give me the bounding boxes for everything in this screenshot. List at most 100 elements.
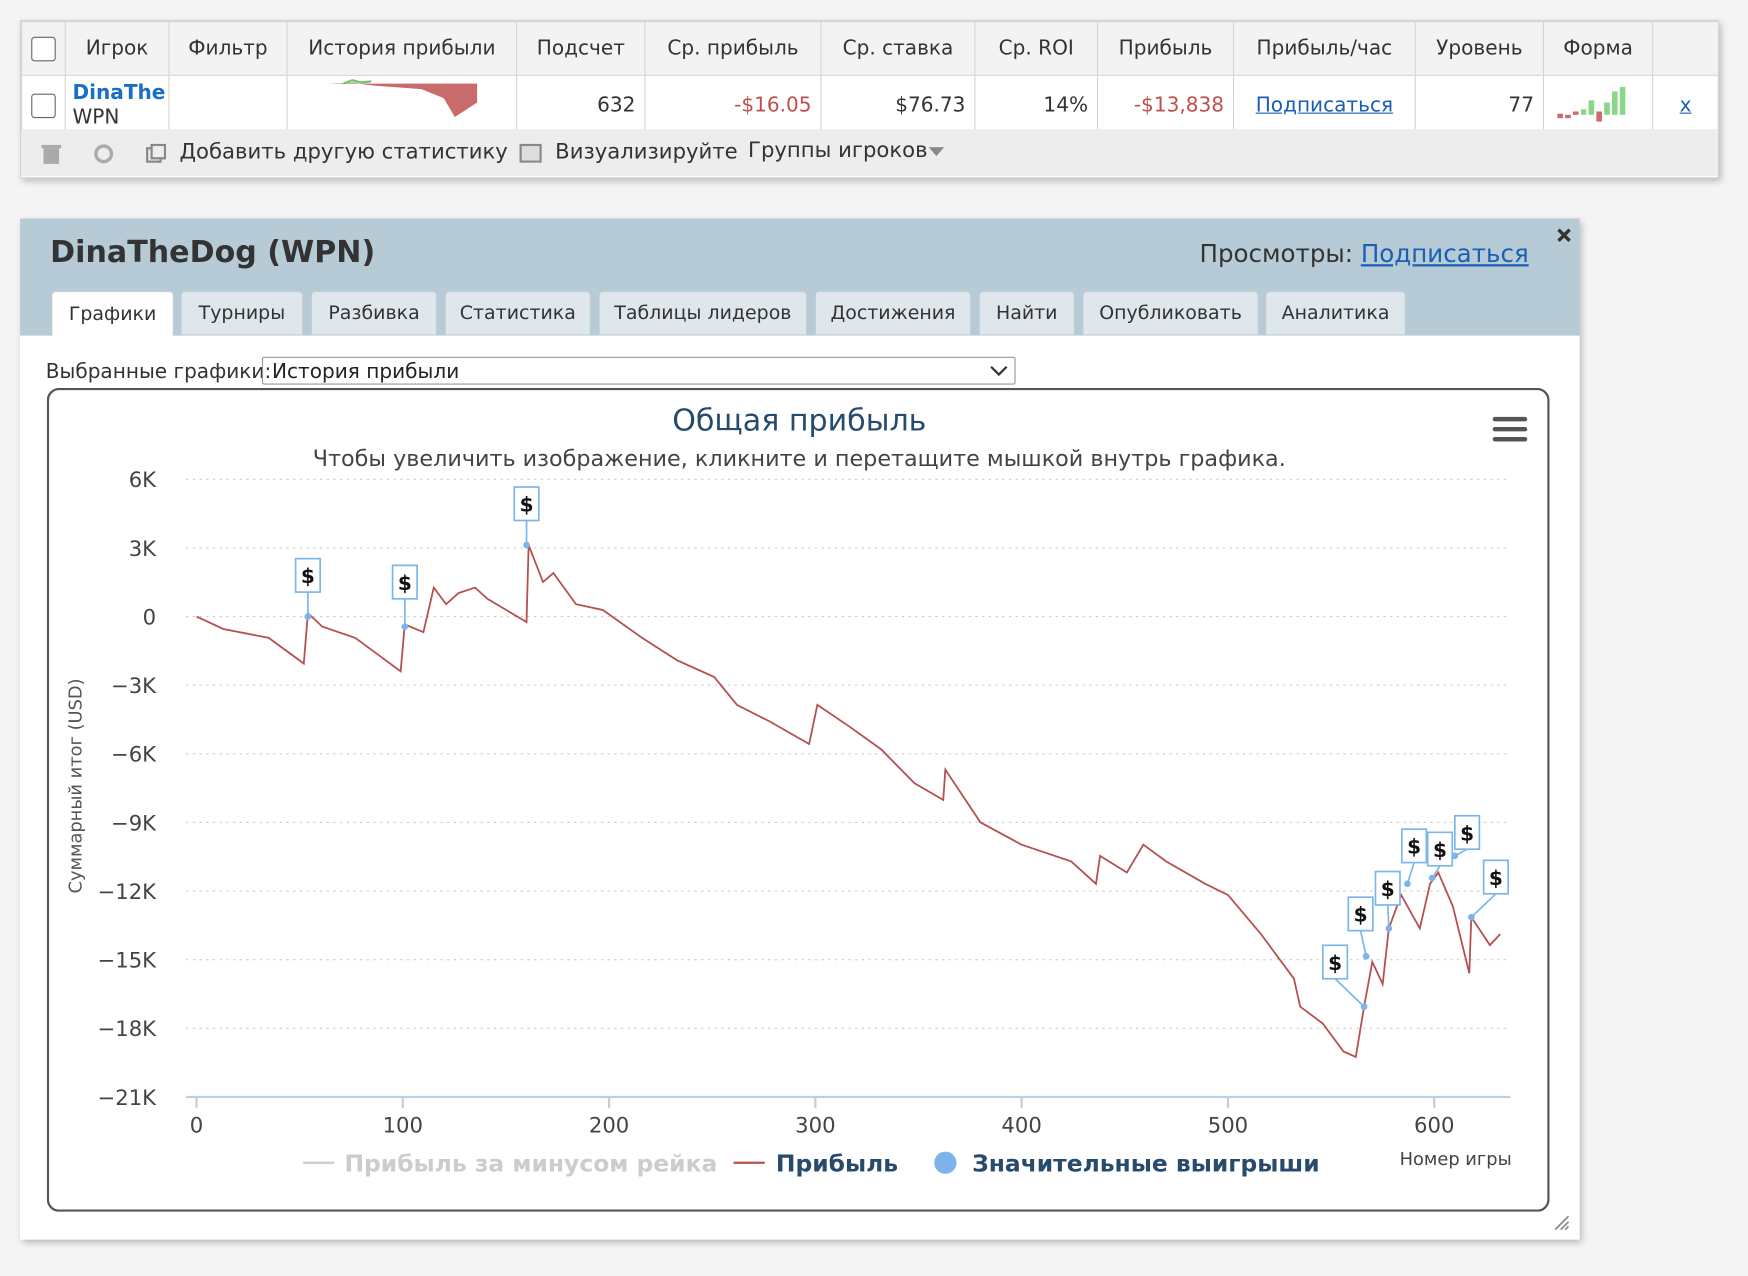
flag-box — [513, 486, 540, 522]
tab[interactable]: Аналитика — [1265, 290, 1406, 335]
visualize-icon[interactable] — [519, 143, 542, 163]
legend-label: Прибыль — [776, 1150, 898, 1178]
flag-label: $ — [1328, 951, 1342, 975]
form-bar — [1572, 111, 1579, 115]
selected-label: Выбранные графики: — [45, 360, 272, 384]
y-tick-label: 3K — [129, 536, 157, 561]
sparkline-area — [327, 82, 478, 118]
header[interactable]: История прибыли — [286, 21, 518, 76]
chart-title: Общая прибыль — [672, 403, 926, 438]
tab[interactable]: Турниры — [180, 290, 304, 335]
x-tick-label: 600 — [1414, 1113, 1454, 1138]
avg-stake: $76.73 — [820, 74, 976, 137]
views-label: Просмотры: — [1199, 240, 1354, 269]
panel-header: DinaTheDog (WPN) Просмотры: Подписаться … — [20, 218, 1580, 337]
header[interactable]: Игрок — [64, 21, 170, 76]
legend-item[interactable]: Прибыль за минусом рейка — [303, 1150, 717, 1178]
flag-label: $ — [1381, 877, 1395, 901]
menu-icon[interactable] — [1492, 416, 1528, 442]
add-stat[interactable]: Добавить другую статистику — [179, 139, 508, 164]
form-bar — [1580, 109, 1587, 115]
y-tick-label: 0 — [143, 604, 156, 629]
dropdown-arrow[interactable] — [928, 147, 945, 158]
header[interactable]: Ср. прибыль — [644, 21, 822, 76]
legend-item[interactable]: Прибыль — [733, 1150, 899, 1178]
tab[interactable]: Найти — [978, 290, 1075, 335]
data-row: DinaThe WPN 632 -$16.05 $76.73 14% -$13,… — [21, 74, 1720, 137]
chart: Общая прибыль Чтобы увеличить изображени… — [46, 387, 1550, 1212]
header[interactable]: Форма — [1542, 21, 1654, 76]
tab[interactable]: Достижения — [814, 290, 971, 335]
header[interactable]: Ср. ROI — [974, 21, 1099, 76]
panel-title: DinaTheDog (WPN) — [50, 235, 376, 270]
tab[interactable]: Разбивка — [311, 290, 438, 335]
resize-handle[interactable] — [1553, 1214, 1571, 1232]
views-link[interactable]: Подписаться — [1360, 240, 1529, 269]
big-win-point — [1404, 880, 1411, 888]
tab[interactable]: Таблицы лидеров — [598, 290, 808, 335]
count: 632 — [516, 74, 646, 137]
roi: 14% — [974, 74, 1099, 137]
y-tick-label: −15K — [97, 948, 157, 973]
big-win-point — [1360, 1003, 1368, 1010]
big-win-point — [401, 623, 409, 631]
y-tick-label: −18K — [97, 1016, 157, 1041]
y-tick-label: −9K — [111, 810, 157, 835]
big-win-point — [1468, 913, 1475, 921]
tab[interactable]: Опубликовать — [1082, 290, 1259, 335]
chart-select[interactable]: История прибыли — [261, 356, 1016, 385]
flag-label: $ — [301, 564, 315, 588]
toolbar: Добавить другую статистику Визуализируйт… — [21, 129, 1718, 177]
y-tick-label: −12K — [97, 879, 157, 904]
x-tick-label: 400 — [1001, 1113, 1041, 1138]
subscribe-link[interactable]: Подписаться — [1255, 93, 1394, 118]
header-empty — [1652, 21, 1720, 76]
form-bar — [1557, 113, 1563, 119]
flag-label: $ — [1489, 866, 1503, 890]
x-axis-label: Номер игры — [1400, 1149, 1512, 1170]
header[interactable]: Ср. ставка — [820, 21, 976, 76]
visualize[interactable]: Визуализируйте — [555, 139, 738, 164]
big-win-point — [304, 613, 312, 620]
avg-profit: -$16.05 — [644, 74, 822, 137]
profit-sparkline — [327, 79, 478, 118]
flag-connector — [1386, 904, 1390, 929]
checkbox[interactable] — [31, 93, 56, 118]
flag-box — [1322, 944, 1349, 980]
x-tick-label: 500 — [1208, 1113, 1248, 1138]
flag-connector — [1334, 978, 1365, 1008]
header[interactable]: Уровень — [1414, 21, 1544, 76]
x-tick-label: 300 — [795, 1113, 835, 1138]
close-icon[interactable] — [1556, 227, 1572, 243]
checkbox[interactable] — [31, 36, 56, 61]
y-tick-label: −6K — [111, 742, 157, 767]
header[interactable]: Прибыль/час — [1232, 21, 1416, 76]
tab[interactable]: Статистика — [444, 290, 591, 335]
legend-label: Прибыль за минусом рейка — [344, 1150, 717, 1178]
header-row: Игрок Фильтр История прибыли Подсчет Ср.… — [21, 21, 1720, 76]
select-arrow — [990, 365, 1008, 377]
x-tick-label: 100 — [383, 1113, 423, 1138]
x-tick-label: 200 — [589, 1113, 629, 1138]
form-bar — [1604, 102, 1610, 115]
header[interactable]: Фильтр — [168, 21, 288, 76]
form-bar — [1619, 86, 1626, 115]
tab[interactable]: Графики — [51, 290, 174, 337]
table: Игрок Фильтр История прибыли Подсчет Ср.… — [21, 21, 1720, 137]
flag-box — [1347, 896, 1374, 932]
legend-label: Значительные выигрыши — [972, 1150, 1320, 1178]
flag-box — [391, 564, 418, 600]
player-name[interactable]: DinaThe — [72, 80, 166, 105]
add-icon[interactable] — [146, 143, 167, 164]
legend-item[interactable]: Значительные выигрыши — [934, 1150, 1320, 1178]
remove-link[interactable]: x — [1679, 93, 1692, 118]
refresh-icon[interactable] — [93, 143, 115, 165]
header[interactable]: Подсчет — [516, 21, 646, 76]
delete-icon[interactable] — [41, 143, 62, 165]
player-groups[interactable]: Группы игроков — [748, 138, 928, 163]
header[interactable]: Прибыль — [1096, 21, 1235, 76]
form-bar — [1565, 114, 1571, 119]
y-tick-label: −3K — [111, 673, 157, 698]
big-win-point — [1385, 925, 1393, 932]
